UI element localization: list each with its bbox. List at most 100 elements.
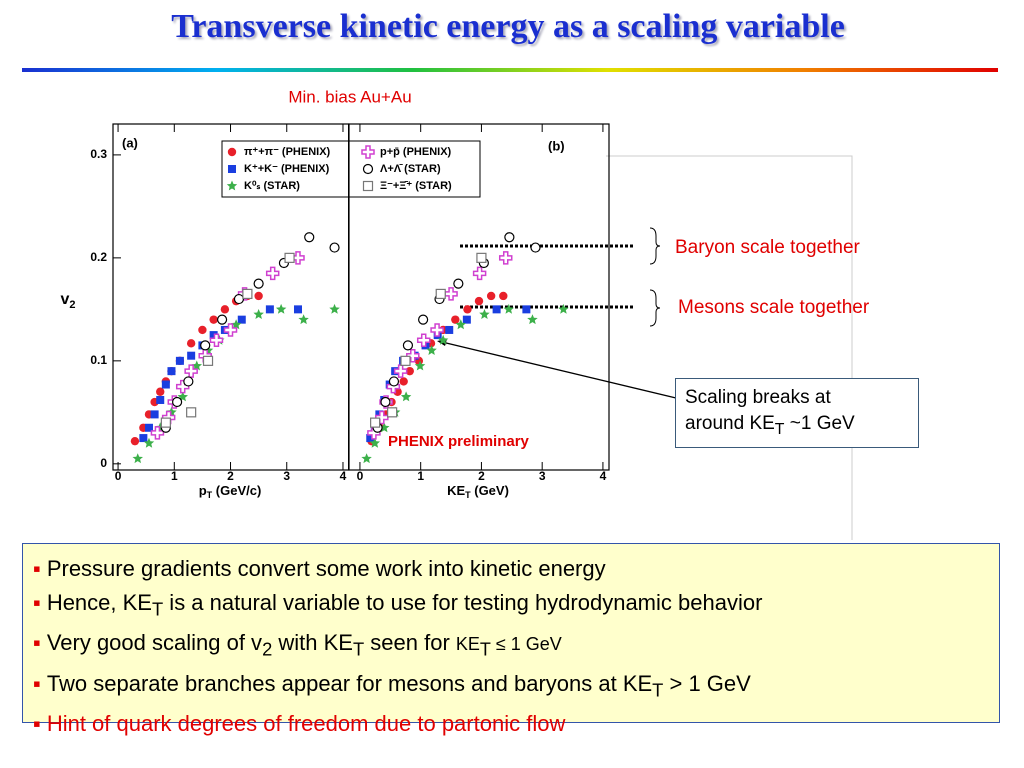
y-axis-label: v2 <box>60 291 75 311</box>
point <box>130 436 140 446</box>
point <box>209 315 218 324</box>
point <box>361 145 375 159</box>
x-tick-label: 2 <box>227 469 234 483</box>
point <box>388 376 400 387</box>
point <box>150 410 159 419</box>
point <box>366 434 375 443</box>
point <box>370 417 381 428</box>
point <box>455 319 466 330</box>
point <box>361 453 372 464</box>
point <box>472 266 487 281</box>
point <box>191 360 202 371</box>
point <box>150 426 165 440</box>
point <box>275 303 287 314</box>
legend-label: π⁺+π⁻ (PHENIX) <box>244 146 331 158</box>
point <box>293 305 302 314</box>
point <box>414 360 426 371</box>
point <box>186 407 197 418</box>
bullet: Two separate branches appear for mesons … <box>33 667 989 707</box>
point <box>228 165 236 173</box>
point <box>437 334 449 345</box>
point <box>504 232 515 243</box>
point <box>451 315 460 324</box>
x-tick-label: 0 <box>115 469 122 483</box>
x-tick-label: 1 <box>417 469 424 483</box>
callout-sub: T <box>774 420 785 438</box>
point <box>387 407 398 418</box>
point <box>186 339 196 348</box>
point <box>298 314 309 325</box>
preliminary-label: PHENIX preliminary <box>388 433 530 450</box>
point <box>400 391 412 402</box>
point <box>265 305 274 314</box>
legend-label: Ξ⁻+Ξ̄⁺ (STAR) <box>380 180 452 192</box>
point <box>400 355 411 366</box>
x-label-part: (GeV/c) <box>212 483 261 498</box>
point <box>200 340 211 351</box>
callout-text: around KE <box>685 413 775 434</box>
point <box>527 314 538 325</box>
x-axis-label: pT (GeV/c) <box>199 483 262 500</box>
y-tick-label: 0.2 <box>90 250 107 264</box>
point <box>172 396 183 408</box>
point <box>498 251 513 265</box>
point <box>184 364 198 378</box>
callout-arrow <box>441 341 677 399</box>
point <box>160 417 171 428</box>
point <box>237 315 246 324</box>
point <box>209 333 224 347</box>
point <box>462 315 471 324</box>
bullet-text: Hint of quark degrees of freedom due to … <box>46 711 566 737</box>
point <box>479 309 490 319</box>
point <box>453 278 464 289</box>
point <box>362 180 374 192</box>
point <box>242 288 253 300</box>
bullet-text: Hence, KE <box>46 590 152 615</box>
x-label-part: KE <box>447 483 465 498</box>
point <box>405 366 414 376</box>
point <box>143 437 155 448</box>
brace <box>649 227 661 265</box>
bullet-text: seen for <box>364 630 456 656</box>
point <box>530 242 541 253</box>
panel-label: (b) <box>548 138 565 153</box>
point <box>362 163 374 175</box>
point <box>406 348 420 363</box>
point <box>220 305 230 314</box>
slide-title: Transverse kinetic energy as a scaling v… <box>171 8 845 45</box>
point <box>492 305 501 314</box>
point <box>474 296 484 306</box>
point <box>522 305 531 314</box>
point <box>156 387 165 396</box>
baryon-note: Baryon scale together <box>675 237 861 258</box>
point <box>230 319 242 330</box>
point <box>375 410 389 425</box>
point <box>254 291 263 301</box>
point <box>435 288 446 300</box>
point <box>198 325 207 335</box>
point <box>430 323 444 337</box>
point <box>139 434 148 443</box>
meson-note: Mesons scale together <box>678 297 870 318</box>
callout-text: Scaling breaks at <box>685 387 831 408</box>
x-label-part: p <box>199 483 207 498</box>
point <box>486 291 496 301</box>
point <box>175 356 184 365</box>
point <box>183 376 194 387</box>
point <box>187 351 196 360</box>
x-label-sub: T <box>465 490 471 500</box>
point <box>476 252 487 263</box>
point <box>463 305 472 314</box>
point <box>253 309 264 319</box>
point <box>144 423 153 432</box>
bullet-text: Two separate branches appear for mesons … <box>46 670 653 696</box>
rainbow-rule <box>22 68 998 72</box>
point <box>329 242 340 253</box>
point <box>202 355 214 366</box>
x-label-sub: T <box>207 490 213 500</box>
point <box>209 331 218 340</box>
y-label-part: v <box>60 291 69 308</box>
backdrop-frame <box>606 155 853 540</box>
legend-label: p+p̄ (PHENIX) <box>380 146 452 158</box>
legend-box <box>221 140 481 198</box>
